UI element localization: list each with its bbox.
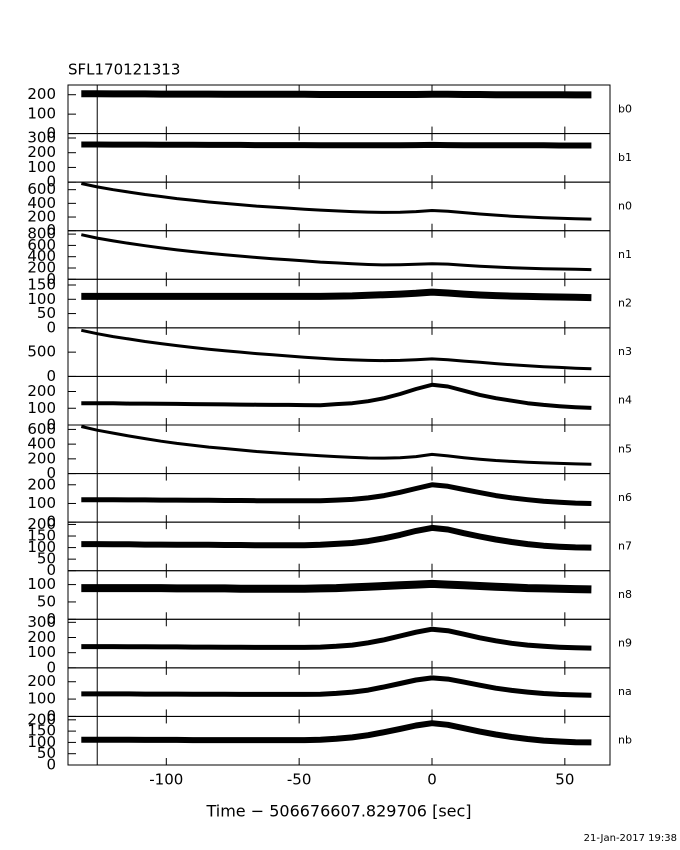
x-tick-label: 0 <box>427 771 437 789</box>
chart-title: SFL170121313 <box>68 61 180 79</box>
x-tick-label: 50 <box>555 771 574 789</box>
y-tick-label: 150 <box>27 722 56 740</box>
y-tick-label: 300 <box>27 613 56 631</box>
panel-frame <box>67 375 611 426</box>
detector-label: n7 <box>618 539 632 552</box>
y-tick-label: 200 <box>27 85 56 103</box>
y-tick-label: 800 <box>27 225 56 243</box>
y-tick-label: 0 <box>46 707 56 725</box>
y-tick-label: 200 <box>27 475 56 493</box>
y-tick-label: 200 <box>27 628 56 646</box>
light-curve <box>81 288 592 302</box>
y-tick-label: 0 <box>46 318 56 336</box>
panel-frame <box>67 327 611 377</box>
detector-label: n0 <box>618 199 632 212</box>
y-tick-label: 200 <box>27 710 56 728</box>
footer-timestamp: 21-Jan-2017 19:38 <box>584 833 677 844</box>
panel-frame <box>67 570 611 620</box>
y-tick-label: 0 <box>46 221 56 239</box>
y-tick-label: 100 <box>27 399 56 417</box>
y-tick-label: 0 <box>46 464 56 482</box>
detector-label: n1 <box>618 248 632 261</box>
y-tick-label: 200 <box>27 449 56 467</box>
y-tick-label: 0 <box>46 756 56 774</box>
panel-frame <box>67 133 611 183</box>
y-tick-label: 0 <box>46 658 56 676</box>
y-tick-label: 100 <box>27 733 56 751</box>
y-tick-label: 200 <box>27 672 56 690</box>
detector-label: n6 <box>618 491 632 504</box>
light-curve <box>80 425 592 466</box>
y-tick-label: 50 <box>37 550 56 568</box>
y-tick-label: 400 <box>27 247 56 265</box>
detector-label: b0 <box>618 102 632 115</box>
detector-label: n8 <box>618 588 632 601</box>
x-tick-label: -50 <box>287 771 312 789</box>
panel-frame <box>67 278 611 329</box>
detector-label: nb <box>618 734 632 747</box>
y-tick-label: 200 <box>27 208 56 226</box>
detector-label: b1 <box>618 151 632 164</box>
x-axis-label: Time − 506676607.829706 [sec] <box>205 802 471 821</box>
light-curve <box>81 482 592 506</box>
y-tick-label: 300 <box>27 128 56 146</box>
y-tick-label: 200 <box>27 258 56 276</box>
light-curve <box>81 720 592 746</box>
light-curve <box>81 675 592 698</box>
y-tick-label: 150 <box>27 276 56 294</box>
light-curve <box>81 579 592 594</box>
light-curve <box>81 90 592 99</box>
y-tick-label: 0 <box>46 367 56 385</box>
y-tick-label: 100 <box>27 643 56 661</box>
detector-label: n4 <box>618 394 632 407</box>
y-tick-label: 0 <box>46 270 56 288</box>
y-tick-label: 100 <box>27 105 56 123</box>
detector-label: n9 <box>618 637 632 650</box>
y-tick-label: 400 <box>27 435 56 453</box>
y-tick-label: 50 <box>37 304 56 322</box>
light-curve <box>81 382 592 410</box>
y-tick-label: 0 <box>46 561 56 579</box>
panel-frame <box>67 181 611 232</box>
y-tick-label: 0 <box>46 173 56 191</box>
y-tick-label: 600 <box>27 180 56 198</box>
y-tick-label: 0 <box>46 610 56 628</box>
y-tick-label: 200 <box>27 143 56 161</box>
y-tick-label: 500 <box>27 343 56 361</box>
panel-frame <box>67 230 611 280</box>
y-tick-label: 600 <box>27 236 56 254</box>
light-curve <box>81 524 592 551</box>
y-tick-label: 100 <box>27 290 56 308</box>
y-tick-label: 400 <box>27 194 56 212</box>
y-tick-label: 0 <box>46 124 56 142</box>
y-tick-label: 0 <box>46 416 56 434</box>
light-curve <box>81 141 592 149</box>
y-tick-label: 0 <box>46 513 56 531</box>
detector-label: n2 <box>618 297 632 310</box>
y-tick-label: 100 <box>27 158 56 176</box>
y-tick-label: 100 <box>27 494 56 512</box>
panel-frame <box>67 424 611 475</box>
y-tick-label: 200 <box>27 382 56 400</box>
y-tick-label: 150 <box>27 527 56 545</box>
y-tick-label: 100 <box>27 575 56 593</box>
x-tick-label: -100 <box>149 771 183 789</box>
y-tick-label: 50 <box>37 592 56 610</box>
light-curve <box>80 182 592 221</box>
y-tick-label: 50 <box>37 744 56 762</box>
detector-label: n3 <box>618 345 632 358</box>
light-curve <box>80 328 592 371</box>
detector-label: n5 <box>618 442 632 455</box>
light-curve <box>81 626 592 651</box>
y-tick-label: 200 <box>27 515 56 533</box>
panel-frame <box>67 715 611 766</box>
y-tick-label: 100 <box>27 690 56 708</box>
y-tick-label: 100 <box>27 538 56 556</box>
y-tick-label: 600 <box>27 420 56 438</box>
light-curve <box>80 233 592 272</box>
detector-label: na <box>618 685 632 698</box>
